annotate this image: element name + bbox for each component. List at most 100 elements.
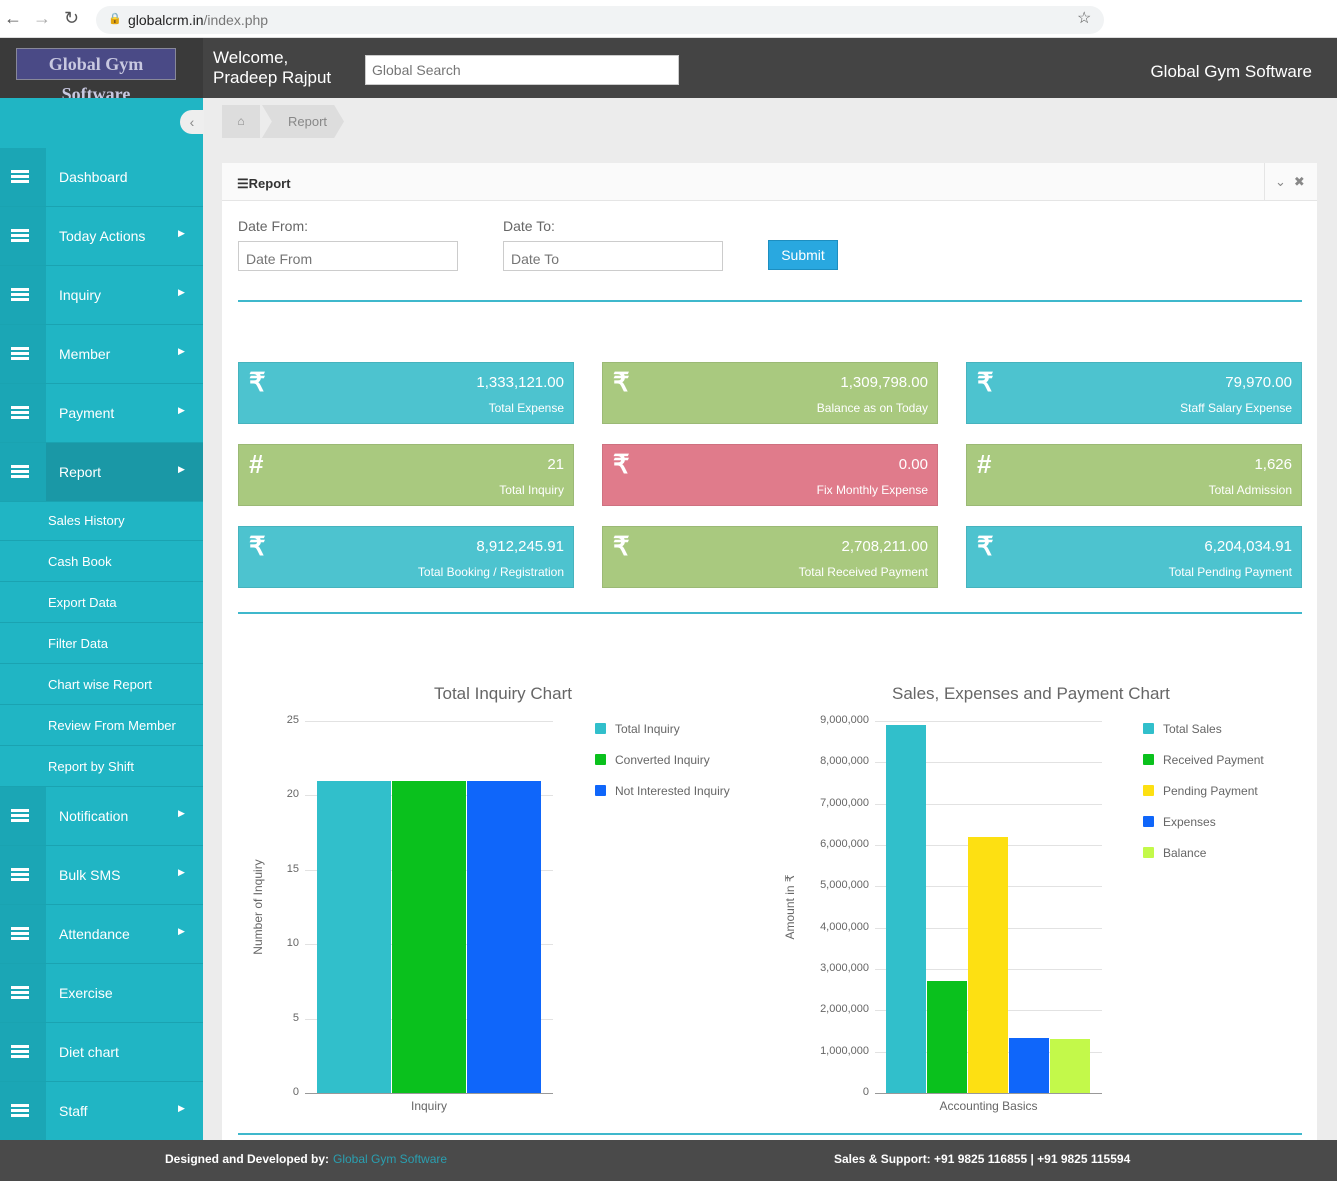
sidebar-item-payment[interactable]: Payment ▶ xyxy=(0,384,203,443)
back-icon[interactable]: ← xyxy=(4,8,22,28)
close-icon[interactable]: ✖ xyxy=(1293,174,1313,189)
sidebar-item-inquiry[interactable]: Inquiry ▶ xyxy=(0,266,203,325)
sidebar-subitem[interactable]: Cash Book xyxy=(0,541,203,582)
card-value: 1,333,121.00 xyxy=(476,374,564,391)
sidebar-item-today-actions[interactable]: Today Actions ▶ xyxy=(0,207,203,266)
card-label: Total Expense xyxy=(488,401,564,415)
sidebar-subitem[interactable]: Report by Shift xyxy=(0,746,203,787)
sidebar-item-label: Today Actions xyxy=(59,228,146,244)
card-label: Total Booking / Registration xyxy=(417,565,564,579)
summary-card: #21 Total Inquiry xyxy=(238,444,574,506)
summary-card: ₹1,333,121.00 Total Expense xyxy=(238,362,574,424)
chevron-right-icon: ▶ xyxy=(178,867,185,877)
reload-icon[interactable]: ↻ xyxy=(64,8,80,28)
card-value: 6,204,034.91 xyxy=(1204,538,1292,555)
legend-swatch xyxy=(1143,723,1154,734)
card-value: 2,708,211.00 xyxy=(841,538,928,555)
sidebar-item-diet-chart[interactable]: Diet chart xyxy=(0,1023,203,1082)
bar-pending-payment[interactable] xyxy=(968,836,1008,1093)
sidebar-subitem[interactable]: Export Data xyxy=(0,582,203,623)
gridline xyxy=(305,721,553,722)
legend-label: Total Sales xyxy=(1163,722,1222,736)
card-label: Fix Monthly Expense xyxy=(816,483,928,497)
date-to-input[interactable] xyxy=(503,241,723,271)
date-from-input[interactable] xyxy=(238,241,458,271)
legend-item[interactable]: Received Payment xyxy=(1143,753,1264,767)
legend-item[interactable]: Not Interested Inquiry xyxy=(595,784,730,798)
bar-converted-inquiry[interactable] xyxy=(392,780,466,1093)
collapse-chevron-icon[interactable]: ⌄ xyxy=(1275,174,1294,189)
legend-label: Received Payment xyxy=(1163,753,1264,767)
sidebar-item-report[interactable]: Report ▶ xyxy=(0,443,203,502)
legend-item[interactable]: Converted Inquiry xyxy=(595,753,710,767)
address-bar[interactable]: globalcrm.in/index.php xyxy=(96,6,1104,34)
bar-balance[interactable] xyxy=(1050,1038,1090,1093)
sidebar-subitem[interactable]: Review From Member xyxy=(0,705,203,746)
sidebar-subitem[interactable]: Chart wise Report xyxy=(0,664,203,705)
bar-expenses[interactable] xyxy=(1009,1037,1049,1093)
user-name: Pradeep Rajput xyxy=(213,68,332,87)
sidebar-subitem[interactable]: Filter Data xyxy=(0,623,203,664)
sidebar-item-label: Notification xyxy=(59,808,129,824)
legend-item[interactable]: Balance xyxy=(1143,846,1206,860)
sidebar-item-bulk-sms[interactable]: Bulk SMS ▶ xyxy=(0,846,203,905)
legend-swatch xyxy=(1143,754,1154,765)
panel-title: ☰Report xyxy=(237,176,291,192)
submit-button[interactable]: Submit xyxy=(768,240,838,270)
hash-icon: # xyxy=(249,449,264,479)
x-category-label: Accounting Basics xyxy=(939,1099,1038,1113)
sidebar-item-label: Bulk SMS xyxy=(59,867,121,883)
sidebar-item-label: Inquiry xyxy=(59,287,102,303)
divider xyxy=(238,1133,1302,1135)
card-label: Staff Salary Expense xyxy=(1180,401,1292,415)
menu-list-icon xyxy=(0,266,46,324)
footer: Designed and Developed by: Global Gym So… xyxy=(0,1140,1337,1181)
logo[interactable]: Global Gym Software xyxy=(16,48,176,104)
legend-item[interactable]: Pending Payment xyxy=(1143,784,1258,798)
menu-list-icon xyxy=(0,443,46,501)
collapse-sidebar-button[interactable]: ‹ xyxy=(180,110,204,134)
legend-label: Expenses xyxy=(1163,815,1216,829)
card-label: Total Admission xyxy=(1208,483,1292,497)
sidebar-item-label: Report xyxy=(59,464,102,480)
sidebar-item-notification[interactable]: Notification ▶ xyxy=(0,787,203,846)
sidebar-item-dashboard[interactable]: Dashboard xyxy=(0,148,203,207)
sidebar-item-member[interactable]: Member ▶ xyxy=(0,325,203,384)
bar-total-inquiry[interactable] xyxy=(317,780,391,1093)
legend-item[interactable]: Total Inquiry xyxy=(595,722,680,736)
list-icon-glyph xyxy=(11,809,29,822)
sidebar-item-label: Staff xyxy=(59,1103,88,1119)
bar-total-sales[interactable] xyxy=(886,724,926,1093)
chevron-right-icon: ▶ xyxy=(178,926,185,936)
bar-received-payment[interactable] xyxy=(927,981,967,1093)
card-value: 1,626 xyxy=(1254,456,1292,473)
bookmark-star-icon[interactable]: ☆ xyxy=(1077,10,1092,27)
list-icon-glyph xyxy=(11,229,29,242)
global-search-input[interactable] xyxy=(365,55,679,85)
card-value: 8,912,245.91 xyxy=(476,538,564,555)
sidebar-item-exercise[interactable]: Exercise xyxy=(0,964,203,1023)
lock-icon: 🔒 xyxy=(108,13,122,25)
summary-card: ₹1,309,798.00 Balance as on Today xyxy=(602,362,938,424)
y-tick-label: 5,000,000 xyxy=(820,879,869,892)
y-tick-label: 4,000,000 xyxy=(820,920,869,933)
legend-label: Total Inquiry xyxy=(615,722,680,736)
sidebar-subitem[interactable]: Sales History xyxy=(0,500,203,541)
breadcrumb-report[interactable]: Report xyxy=(262,105,344,138)
menu-list-icon xyxy=(0,1023,46,1081)
sidebar-item-staff[interactable]: Staff ▶ xyxy=(0,1082,203,1141)
bar-not-interested-inquiry[interactable] xyxy=(467,780,541,1093)
y-tick-label: 8,000,000 xyxy=(820,755,869,768)
gridline xyxy=(875,1093,1102,1094)
menu-icon: ☰ xyxy=(237,176,249,191)
menu-list-icon xyxy=(0,148,46,206)
legend-item[interactable]: Total Sales xyxy=(1143,722,1222,736)
sidebar-item-attendance[interactable]: Attendance ▶ xyxy=(0,905,203,964)
summary-card: ₹8,912,245.91 Total Booking / Registratio… xyxy=(238,526,574,588)
legend-item[interactable]: Expenses xyxy=(1143,815,1216,829)
summary-card: ₹6,204,034.91 Total Pending Payment xyxy=(966,526,1302,588)
forward-icon[interactable]: → xyxy=(33,8,51,28)
y-tick-label: 20 xyxy=(286,788,299,801)
company-link[interactable]: Global Gym Software xyxy=(333,1152,448,1166)
breadcrumb-home-icon[interactable]: ⌂ xyxy=(222,105,260,138)
